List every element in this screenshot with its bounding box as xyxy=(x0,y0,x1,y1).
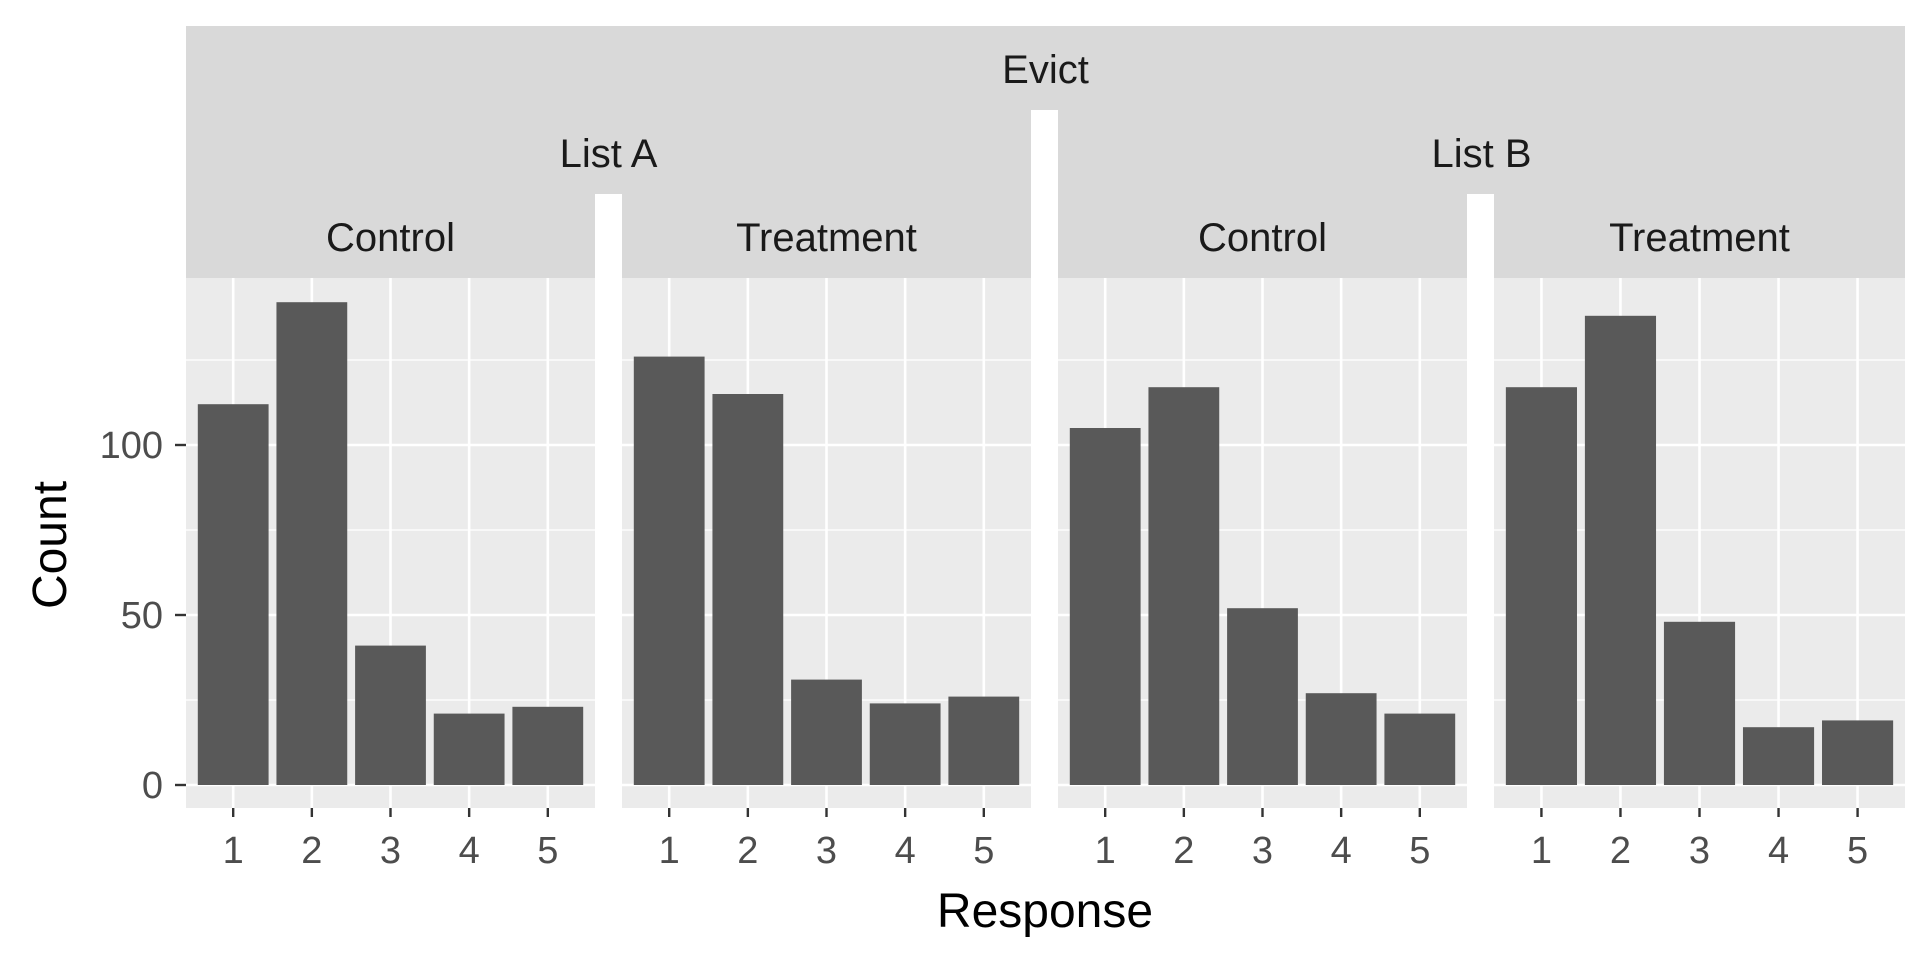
y-tick-label: 0 xyxy=(142,765,163,807)
strip-list-a-background xyxy=(186,110,1031,194)
strip-list-b-control-label: Control xyxy=(1198,216,1327,260)
bar-list-a-treatment-response-4 xyxy=(869,703,941,785)
x-tick-label: 5 xyxy=(973,830,994,872)
bar-list-a-treatment-response-5 xyxy=(948,696,1020,785)
x-tick-label: 2 xyxy=(1610,830,1631,872)
strip-list-a-control-label: Control xyxy=(326,216,455,260)
strip-list-b-treatment-label: Treatment xyxy=(1609,216,1790,260)
x-tick-label: 5 xyxy=(1847,830,1868,872)
y-tick-label: 50 xyxy=(121,595,163,637)
x-tick-label: 1 xyxy=(659,830,680,872)
x-tick-label: 1 xyxy=(223,830,244,872)
x-tick-label: 2 xyxy=(301,830,322,872)
bar-list-b-treatment-response-1 xyxy=(1505,387,1577,785)
x-tick-label: 4 xyxy=(1331,830,1352,872)
bar-list-a-treatment-response-2 xyxy=(712,394,784,785)
panel-list-b-control: 1 2 3 4 5 xyxy=(1058,278,1467,872)
x-tick-label: 4 xyxy=(895,830,916,872)
bar-list-a-control-response-5 xyxy=(512,706,584,785)
panels-group: 1 2 3 4 5 1 2 3 4 5 1 2 3 4 5 1 2 3 4 5 xyxy=(186,278,1905,872)
strip-list-b-treatment-background xyxy=(1494,194,1905,278)
y-tick-label: 100 xyxy=(100,425,163,467)
strip-list-a-control-background xyxy=(186,194,595,278)
bar-list-b-treatment-response-3 xyxy=(1663,621,1736,785)
x-tick-label: 4 xyxy=(459,830,480,872)
bar-list-a-control-response-3 xyxy=(355,645,426,785)
strip-list-b-background xyxy=(1058,110,1905,194)
x-tick-label: 2 xyxy=(1173,830,1194,872)
strip-top-background xyxy=(186,26,1905,110)
x-tick-label: 3 xyxy=(816,830,837,872)
bar-list-b-control-response-4 xyxy=(1305,693,1377,785)
x-tick-label: 5 xyxy=(1409,830,1430,872)
x-axis-title: Response xyxy=(937,885,1153,938)
panel-list-b-treatment: 1 2 3 4 5 xyxy=(1494,278,1905,872)
bar-list-b-control-response-2 xyxy=(1148,387,1220,785)
x-tick-label: 5 xyxy=(537,830,558,872)
y-axis-title: Count xyxy=(24,481,77,609)
bar-list-b-control-response-3 xyxy=(1227,608,1298,785)
x-tick-label: 4 xyxy=(1768,830,1789,872)
strip-list-b-label: List B xyxy=(1431,132,1531,176)
bar-list-a-treatment-response-3 xyxy=(791,679,862,785)
bar-list-b-control-response-5 xyxy=(1384,713,1456,785)
bar-list-a-control-response-1 xyxy=(197,404,269,785)
strip-list-a-label: List A xyxy=(560,132,658,176)
bar-list-b-control-response-1 xyxy=(1069,428,1141,785)
x-tick-label: 2 xyxy=(737,830,758,872)
x-tick-label: 3 xyxy=(380,830,401,872)
panel-list-a-treatment: 1 2 3 4 5 xyxy=(622,278,1031,872)
bar-list-b-treatment-response-2 xyxy=(1584,315,1657,785)
bar-list-b-treatment-response-4 xyxy=(1742,727,1815,785)
strip-list-a-treatment-label: Treatment xyxy=(736,216,917,260)
strip-list-a-treatment-background xyxy=(622,194,1031,278)
bar-list-b-treatment-response-5 xyxy=(1822,720,1894,785)
x-tick-label: 3 xyxy=(1689,830,1710,872)
x-tick-label: 3 xyxy=(1252,830,1273,872)
x-tick-label: 1 xyxy=(1531,830,1552,872)
bar-list-a-control-response-2 xyxy=(276,302,348,785)
bar-list-a-treatment-response-1 xyxy=(633,356,705,785)
strip-top-label: Evict xyxy=(1002,48,1089,92)
y-axis: 0 50 100 xyxy=(100,425,186,807)
bar-list-a-control-response-4 xyxy=(433,713,505,785)
panel-list-a-control: 1 2 3 4 5 xyxy=(186,278,595,872)
x-tick-label: 1 xyxy=(1095,830,1116,872)
strip-list-b-control-background xyxy=(1058,194,1467,278)
